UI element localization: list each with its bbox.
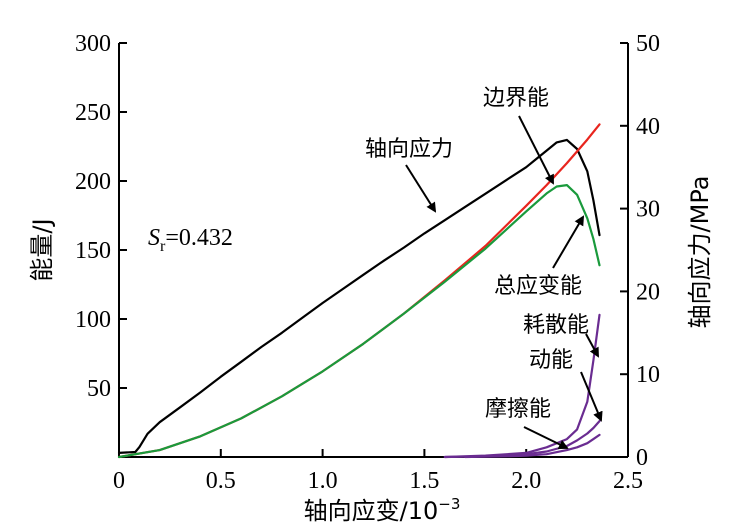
y-right-axis-title: 轴向应力/MPa [686,176,714,329]
x-tick-label: 0.5 [206,468,236,494]
x-tick-label: 1.0 [308,468,338,494]
series-axial-stress [117,138,601,454]
y-left-tick-label: 150 [75,238,111,264]
label-dissipated-energy: 耗散能 [523,313,589,338]
y-left-tick-label: 50 [87,376,111,402]
x-tick-label: 0 [113,468,125,494]
y-left-tick-label: 200 [75,169,111,195]
label-total-strain-energy: 总应变能 [494,274,582,299]
label-axial-stress: 轴向应力 [365,137,453,162]
y-right-tick-label: 20 [636,279,660,305]
leader-arrows [405,115,603,449]
series-total-strain-energy [117,184,601,459]
arrow-friction-energy [523,426,569,449]
y-right-tick-label: 30 [636,197,660,223]
series-friction-energy [464,433,601,459]
sr-subscript: r [160,238,166,255]
y-right-tick-label: 50 [636,31,660,57]
label-boundary-energy: 边界能 [483,86,549,111]
y-left-axis-title: 能量/J [28,218,56,281]
y-right-ticks: 0 10 20 30 40 50 [620,31,660,471]
y-left-ticks: 50 100 150 200 250 300 [75,31,127,458]
arrow-dissipated-energy [585,333,599,358]
sr-annotation: Sr=0.432 [148,225,233,255]
x-axis-title-main: 轴向应变/10 [304,497,439,525]
arrow-kinetic-energy [580,371,603,422]
y-left-tick-label: 300 [75,31,111,57]
arrow-total-strain-energy [552,215,585,269]
x-axis-title-exp: −3 [438,495,460,513]
sr-symbol: S [148,225,160,251]
sr-value: =0.432 [165,225,233,251]
y-left-tick-label: 100 [75,307,111,333]
y-right-tick-label: 0 [636,445,648,471]
x-tick-label: 1.5 [409,468,439,494]
label-friction-energy: 摩擦能 [485,397,551,422]
arrow-boundary-energy [518,115,554,185]
y-left-tick-label: 250 [75,100,111,126]
series-kinetic-energy [443,420,601,459]
y-right-tick-label: 40 [636,114,660,140]
x-tick-label: 2.5 [613,468,643,494]
y-right-tick-label: 10 [636,362,660,388]
x-tick-label: 2.0 [511,468,541,494]
arrow-axial-stress [405,164,437,213]
x-axis-title: 轴向应变/10−3 [304,495,461,525]
label-kinetic-energy: 动能 [529,348,573,373]
x-ticks: 0 0.5 1.0 1.5 2.0 2.5 [113,449,643,494]
